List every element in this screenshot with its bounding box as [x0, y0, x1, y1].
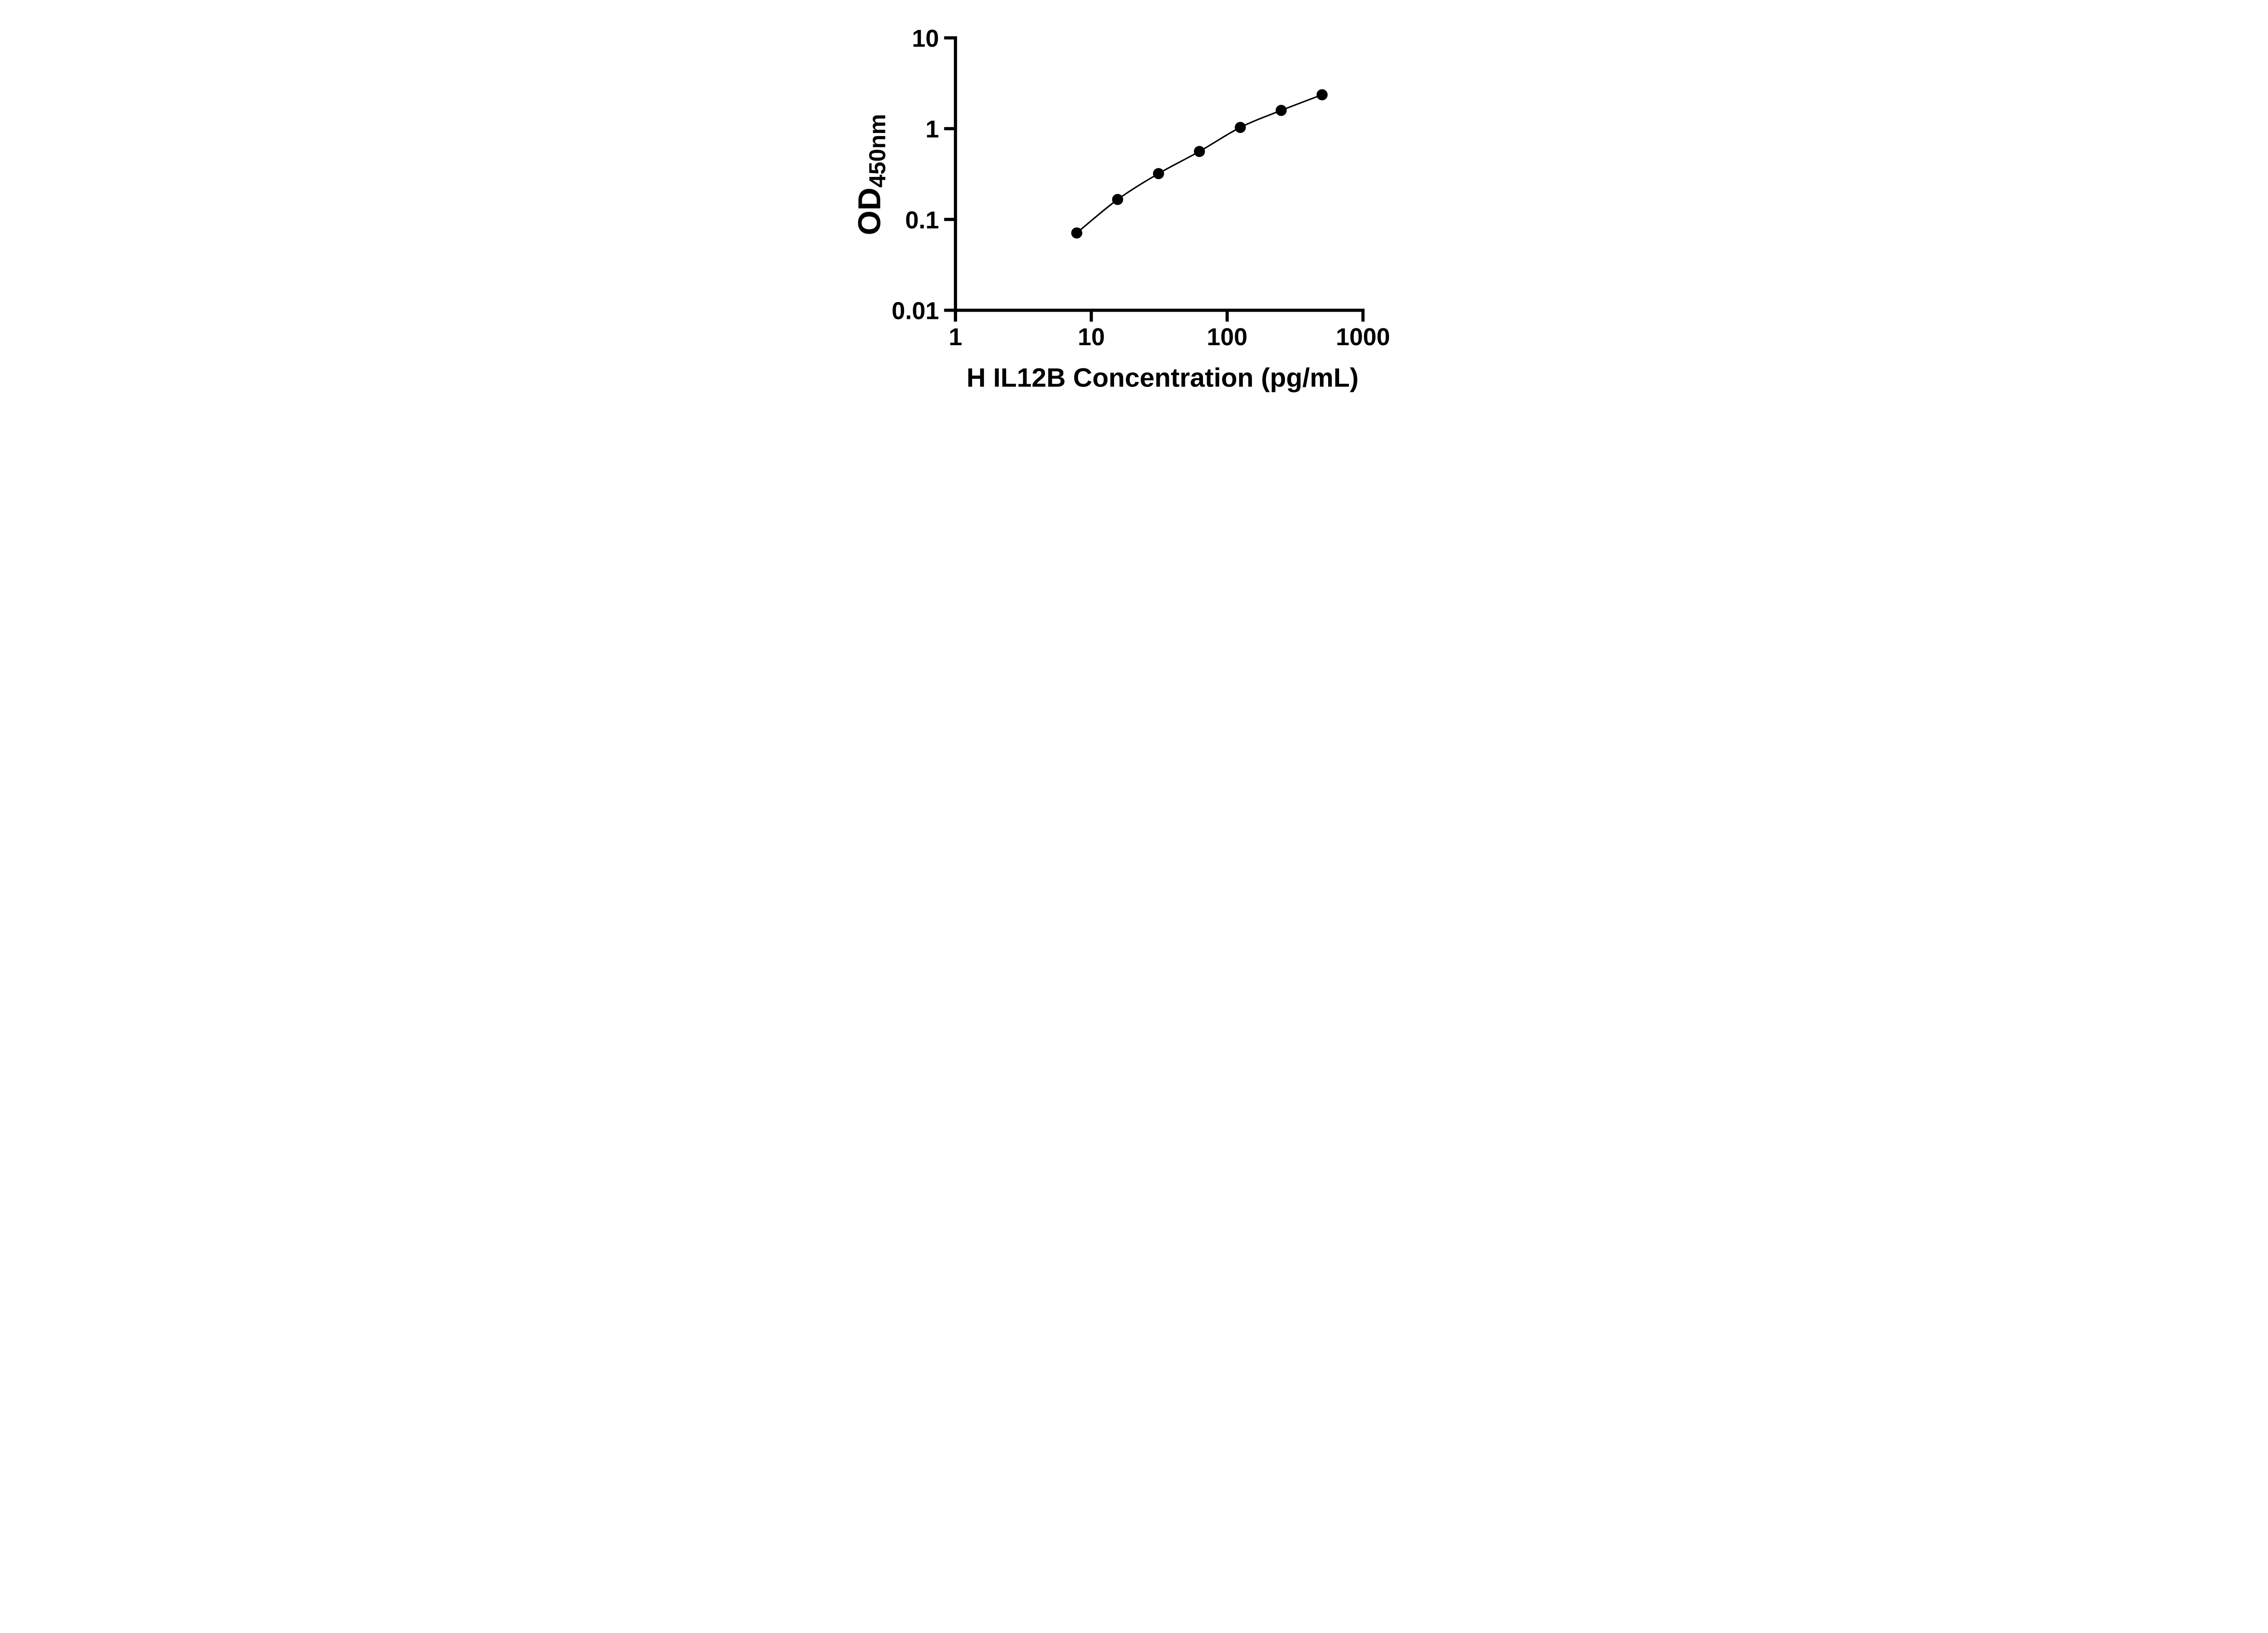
axes	[943, 36, 1364, 322]
data-point	[1112, 194, 1123, 205]
tick-labels: 10 1 0.1 0.01 1 10 100 1000	[891, 25, 1390, 351]
y-tick-label: 1	[925, 116, 939, 143]
data-point	[1153, 168, 1164, 179]
fit-curve	[1076, 94, 1322, 234]
x-axis-title: H IL12B Concentration (pg/mL)	[966, 363, 1358, 393]
data-point	[1071, 227, 1082, 239]
y-tick-label: 10	[912, 25, 939, 52]
x-tick-label: 10	[1077, 323, 1105, 351]
data-point	[1275, 105, 1287, 116]
data-point	[1234, 122, 1246, 133]
y-tick-label: 0.1	[905, 206, 939, 234]
data-point	[1193, 146, 1205, 157]
y-axis-title-base: OD	[851, 188, 887, 235]
data-points-layer	[1071, 89, 1328, 239]
y-axis-title-subscript: 450nm	[864, 114, 890, 187]
y-axis-title: OD450nm	[851, 114, 890, 235]
standard-curve-chart: 10 1 0.1 0.01 1 10 100 1000 H IL12B Concentrati…	[842, 0, 1426, 408]
x-tick-label: 1	[948, 323, 962, 351]
data-point	[1316, 89, 1328, 101]
x-tick-label: 1000	[1336, 323, 1390, 351]
y-tick-label: 0.01	[891, 297, 939, 324]
fit-curve-layer	[1076, 94, 1322, 234]
elisa-standard-curve-figure: 10 1 0.1 0.01 1 10 100 1000 H IL12B Concentrati…	[842, 0, 1426, 408]
x-tick-label: 100	[1207, 323, 1247, 351]
